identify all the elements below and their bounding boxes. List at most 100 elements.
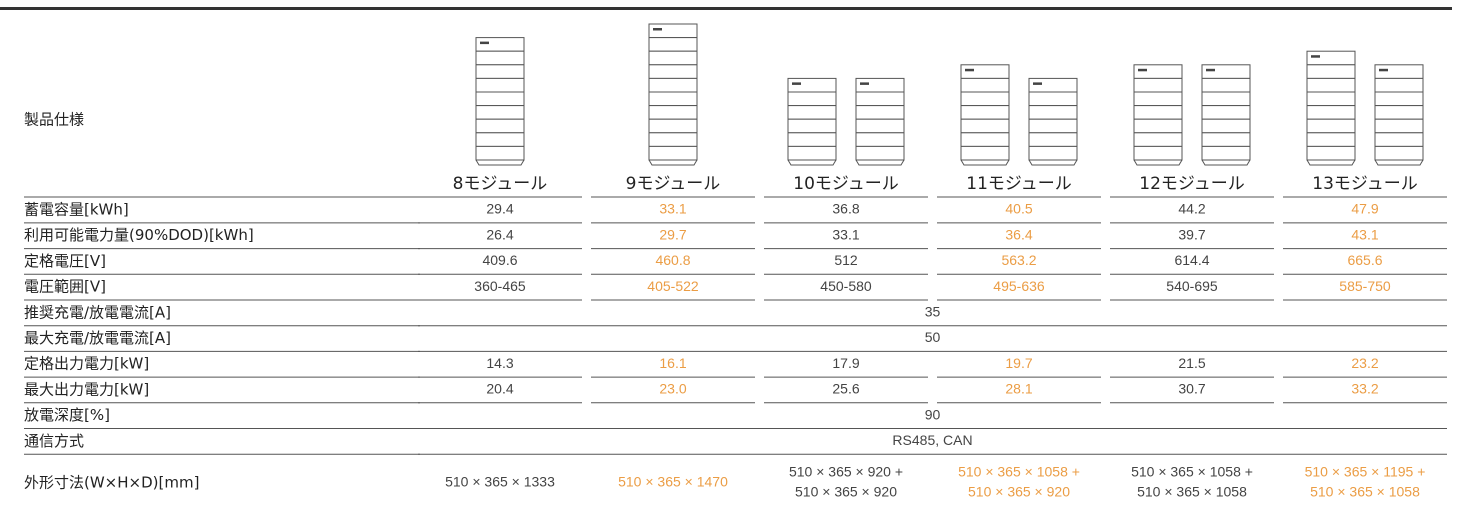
cell-value: 510 × 365 × 920 xyxy=(795,484,897,500)
cell-value: 510 × 365 × 1470 xyxy=(618,474,728,490)
row-label: 蓄電容量[kWh] xyxy=(24,201,129,219)
battery-module xyxy=(1133,145,1183,161)
battery-module xyxy=(1306,145,1356,161)
cell-value: 510 × 365 × 1058 xyxy=(1137,484,1247,500)
battery-module xyxy=(787,118,837,134)
cell-value: 510 × 365 × 1058 xyxy=(1310,484,1420,500)
battery-module xyxy=(1133,105,1183,120)
row-label: 推奨充電/放電電流[A] xyxy=(24,303,171,321)
battery-module xyxy=(1306,105,1356,120)
battery-module xyxy=(648,37,698,52)
cell-value: 563.2 xyxy=(1001,252,1036,268)
cell-value: 20.4 xyxy=(486,381,513,397)
battery-base xyxy=(1133,159,1183,166)
cell-value: 33.1 xyxy=(832,226,859,242)
battery-cap xyxy=(855,77,905,93)
battery-module xyxy=(960,132,1010,147)
row-label: 外形寸法(W×H×D)[mm] xyxy=(24,474,199,492)
battery-led xyxy=(1206,68,1215,72)
cell-value: 25.6 xyxy=(832,381,859,397)
battery-module xyxy=(1201,105,1251,120)
battery-module xyxy=(475,91,525,107)
cell-value: 28.1 xyxy=(1005,381,1032,397)
row-label: 最大充電/放電電流[A] xyxy=(24,329,171,347)
battery-led xyxy=(653,28,662,31)
battery-module xyxy=(1028,145,1078,161)
battery-module xyxy=(1374,77,1424,93)
battery-module xyxy=(1028,118,1078,134)
battery-base xyxy=(648,159,698,166)
battery-cap xyxy=(1374,64,1424,79)
battery-module xyxy=(855,91,905,107)
cell-value: 29.7 xyxy=(659,226,686,242)
cell-value: 19.7 xyxy=(1005,355,1032,371)
battery-module xyxy=(1374,118,1424,134)
battery-led xyxy=(1138,68,1147,72)
battery-module xyxy=(1201,91,1251,107)
column-header: 9モジュール xyxy=(626,174,721,194)
cell-value: 23.0 xyxy=(659,381,686,397)
row-label: 放電深度[%] xyxy=(24,406,110,424)
cell-value: 33.2 xyxy=(1351,381,1378,397)
battery-module xyxy=(1133,132,1183,147)
row-label: 電圧範囲[V] xyxy=(24,278,106,296)
battery-base xyxy=(960,159,1010,166)
battery-cap xyxy=(1306,50,1356,66)
row-label: 利用可能電力量(90%DOD)[kWh] xyxy=(24,226,254,244)
battery-module xyxy=(1374,145,1424,161)
battery-module xyxy=(960,145,1010,161)
cell-value: 614.4 xyxy=(1174,252,1209,268)
battery-module xyxy=(1133,91,1183,107)
cell-value: 17.9 xyxy=(832,355,859,371)
battery-module xyxy=(1133,77,1183,93)
battery-module xyxy=(648,105,698,120)
cell-value: 510 × 365 × 1058 + xyxy=(1131,464,1253,480)
cell-value: 510 × 365 × 1333 xyxy=(445,474,555,490)
battery-module xyxy=(1306,77,1356,93)
cell-value: 36.4 xyxy=(1005,226,1032,242)
cell-value: 665.6 xyxy=(1347,252,1382,268)
cell-value: 409.6 xyxy=(482,252,517,268)
cell-value: 585-750 xyxy=(1339,278,1391,294)
column-header: 10モジュール xyxy=(793,174,898,194)
battery-module xyxy=(1201,145,1251,161)
battery-module xyxy=(648,118,698,134)
battery-module xyxy=(1306,64,1356,79)
battery-module xyxy=(648,132,698,147)
battery-module xyxy=(787,132,837,147)
battery-module xyxy=(1306,118,1356,134)
cell-value: RS485, CAN xyxy=(892,432,972,448)
cell-value: 510 × 365 × 920 + xyxy=(789,464,903,480)
cell-value: 47.9 xyxy=(1351,201,1378,217)
battery-cap xyxy=(787,77,837,93)
cell-value: 495-636 xyxy=(993,278,1045,294)
column-header: 8モジュール xyxy=(453,174,548,194)
battery-module xyxy=(855,118,905,134)
battery-led xyxy=(860,82,869,85)
cell-value: 29.4 xyxy=(486,201,513,217)
battery-module xyxy=(960,77,1010,93)
cell-value: 23.2 xyxy=(1351,355,1378,371)
battery-module xyxy=(648,91,698,107)
cell-value: 510 × 365 × 920 xyxy=(968,484,1070,500)
battery-module xyxy=(475,64,525,79)
battery-module xyxy=(648,50,698,66)
battery-module xyxy=(475,132,525,147)
battery-base xyxy=(855,159,905,166)
battery-led xyxy=(1379,68,1388,72)
cell-value: 540-695 xyxy=(1166,278,1218,294)
battery-cap xyxy=(1201,64,1251,79)
battery-module xyxy=(1201,77,1251,93)
column-header: 13モジュール xyxy=(1312,174,1417,194)
battery-base xyxy=(1306,159,1356,166)
cell-value: 510 × 365 × 1195 + xyxy=(1305,464,1426,480)
battery-module xyxy=(855,145,905,161)
battery-module xyxy=(1306,132,1356,147)
battery-module xyxy=(1028,132,1078,147)
cell-value: 460.8 xyxy=(655,252,690,268)
battery-module xyxy=(1133,118,1183,134)
section-title: 製品仕様 xyxy=(24,111,84,129)
top-rule xyxy=(0,7,1452,10)
battery-module xyxy=(475,50,525,66)
